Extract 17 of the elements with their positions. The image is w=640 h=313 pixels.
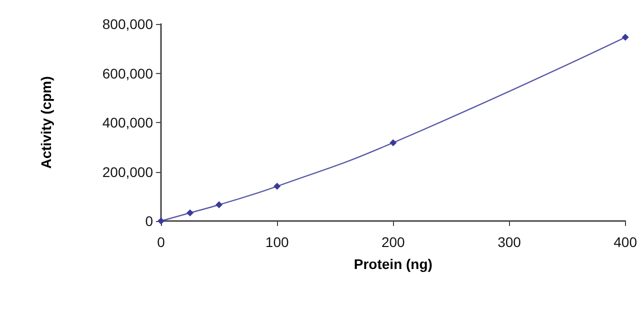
y-axis-title: Activity (cpm) (38, 76, 54, 169)
x-tick-label: 400 (614, 234, 638, 250)
x-tick-label: 200 (381, 234, 406, 250)
y-tick-label: 600,000 (102, 65, 154, 82)
point (274, 182, 281, 190)
y-tick-label: 800,000 (102, 16, 154, 32)
y-tick-label: 0 (145, 213, 154, 229)
x-tick-label: 100 (265, 234, 289, 250)
x-tick-label: 300 (498, 234, 522, 250)
y-tick-label: 200,000 (102, 164, 154, 180)
y-tick-label: 400,000 (102, 114, 154, 130)
point (390, 139, 397, 146)
x-tick-label: 0 (157, 234, 166, 250)
x-axis-title: Protein (ng) (354, 256, 432, 272)
point (216, 201, 223, 208)
point (186, 209, 194, 216)
point (622, 34, 629, 41)
